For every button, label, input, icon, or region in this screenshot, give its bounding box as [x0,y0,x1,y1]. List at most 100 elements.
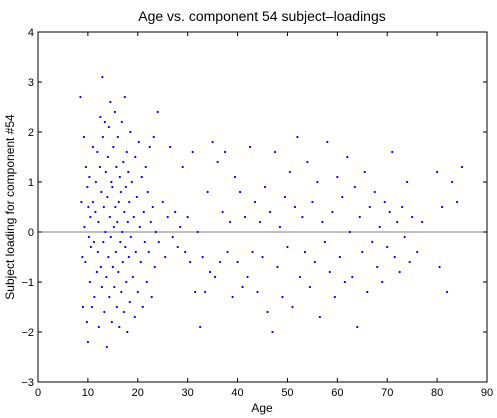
data-point [111,185,114,189]
data-point [107,125,110,129]
data-point [223,150,227,154]
data-point [241,285,244,289]
data-point [323,240,326,244]
data-point [356,325,359,329]
data-point [103,120,106,124]
data-point [201,255,204,259]
data-point [321,220,324,224]
data-point [94,210,97,214]
data-point [101,135,104,139]
data-point [140,175,143,179]
data-point [123,95,126,99]
data-point [118,325,121,329]
data-point [313,260,316,264]
data-point [89,245,92,249]
chart-title: Age vs. component 54 subject–loadings [138,8,386,24]
data-point [103,310,106,314]
data-point [100,190,103,194]
data-point [218,260,222,264]
data-point [92,240,95,244]
data-point [87,235,90,239]
data-point [450,180,454,184]
data-point [338,255,341,259]
data-point [127,170,130,174]
data-point [386,245,389,249]
data-point [460,165,464,169]
data-point [80,200,83,204]
data-point [206,190,209,194]
data-point [396,220,399,224]
data-point [286,245,289,249]
data-point [436,170,439,174]
data-point [81,255,84,259]
data-point [117,270,120,274]
data-point [403,235,406,239]
data-point [149,220,152,224]
data-point [105,345,108,349]
data-point [398,270,401,274]
data-point [110,320,113,324]
data-point [455,200,459,204]
data-point [142,210,145,214]
data-point [93,295,96,299]
data-point [120,290,123,294]
data-point [169,145,172,149]
y-tick-label: 4 [28,27,34,39]
data-point [129,235,132,239]
data-point [296,135,299,139]
data-point [416,250,419,254]
data-point [145,280,148,284]
y-tick-label: −2 [21,327,34,339]
data-point [306,160,309,164]
x-tick-label: 30 [182,387,194,399]
y-tick-label: 3 [28,77,34,89]
data-point [298,275,302,279]
data-point [83,225,86,229]
data-point [124,185,127,189]
data-point [326,140,329,144]
data-point [152,135,155,139]
data-point [343,280,346,284]
data-point [216,160,219,164]
data-point [115,165,118,169]
data-point [184,250,187,254]
data-point [378,225,381,229]
data-point [109,100,112,104]
data-point [228,220,232,224]
data-point [373,190,376,194]
y-tick-label: −1 [21,277,34,289]
data-point [113,285,116,289]
data-point [121,230,124,234]
data-point [144,165,147,169]
data-point [85,320,88,324]
data-point [311,200,314,204]
data-point [117,200,120,204]
data-point [129,130,132,134]
data-point [209,270,212,274]
data-point [101,75,104,79]
data-point [171,235,174,239]
data-point [199,325,202,329]
data-point [186,215,189,219]
data-point [261,255,264,259]
data-point [151,205,154,209]
data-point [358,215,361,219]
data-point [281,295,284,299]
data-point [189,260,192,264]
y-tick-label: 0 [28,227,34,239]
data-point [81,305,84,309]
data-point [341,195,344,199]
data-point [125,150,128,154]
data-point [127,255,130,259]
data-point [121,260,124,264]
data-point [116,135,119,139]
data-point [421,220,424,224]
data-point [122,160,125,164]
data-point [351,275,354,279]
x-tick-label: 20 [132,387,144,399]
data-point [361,250,364,254]
data-point [221,210,224,214]
data-point [79,95,82,99]
plot-frame [37,31,488,383]
data-point [308,285,311,289]
